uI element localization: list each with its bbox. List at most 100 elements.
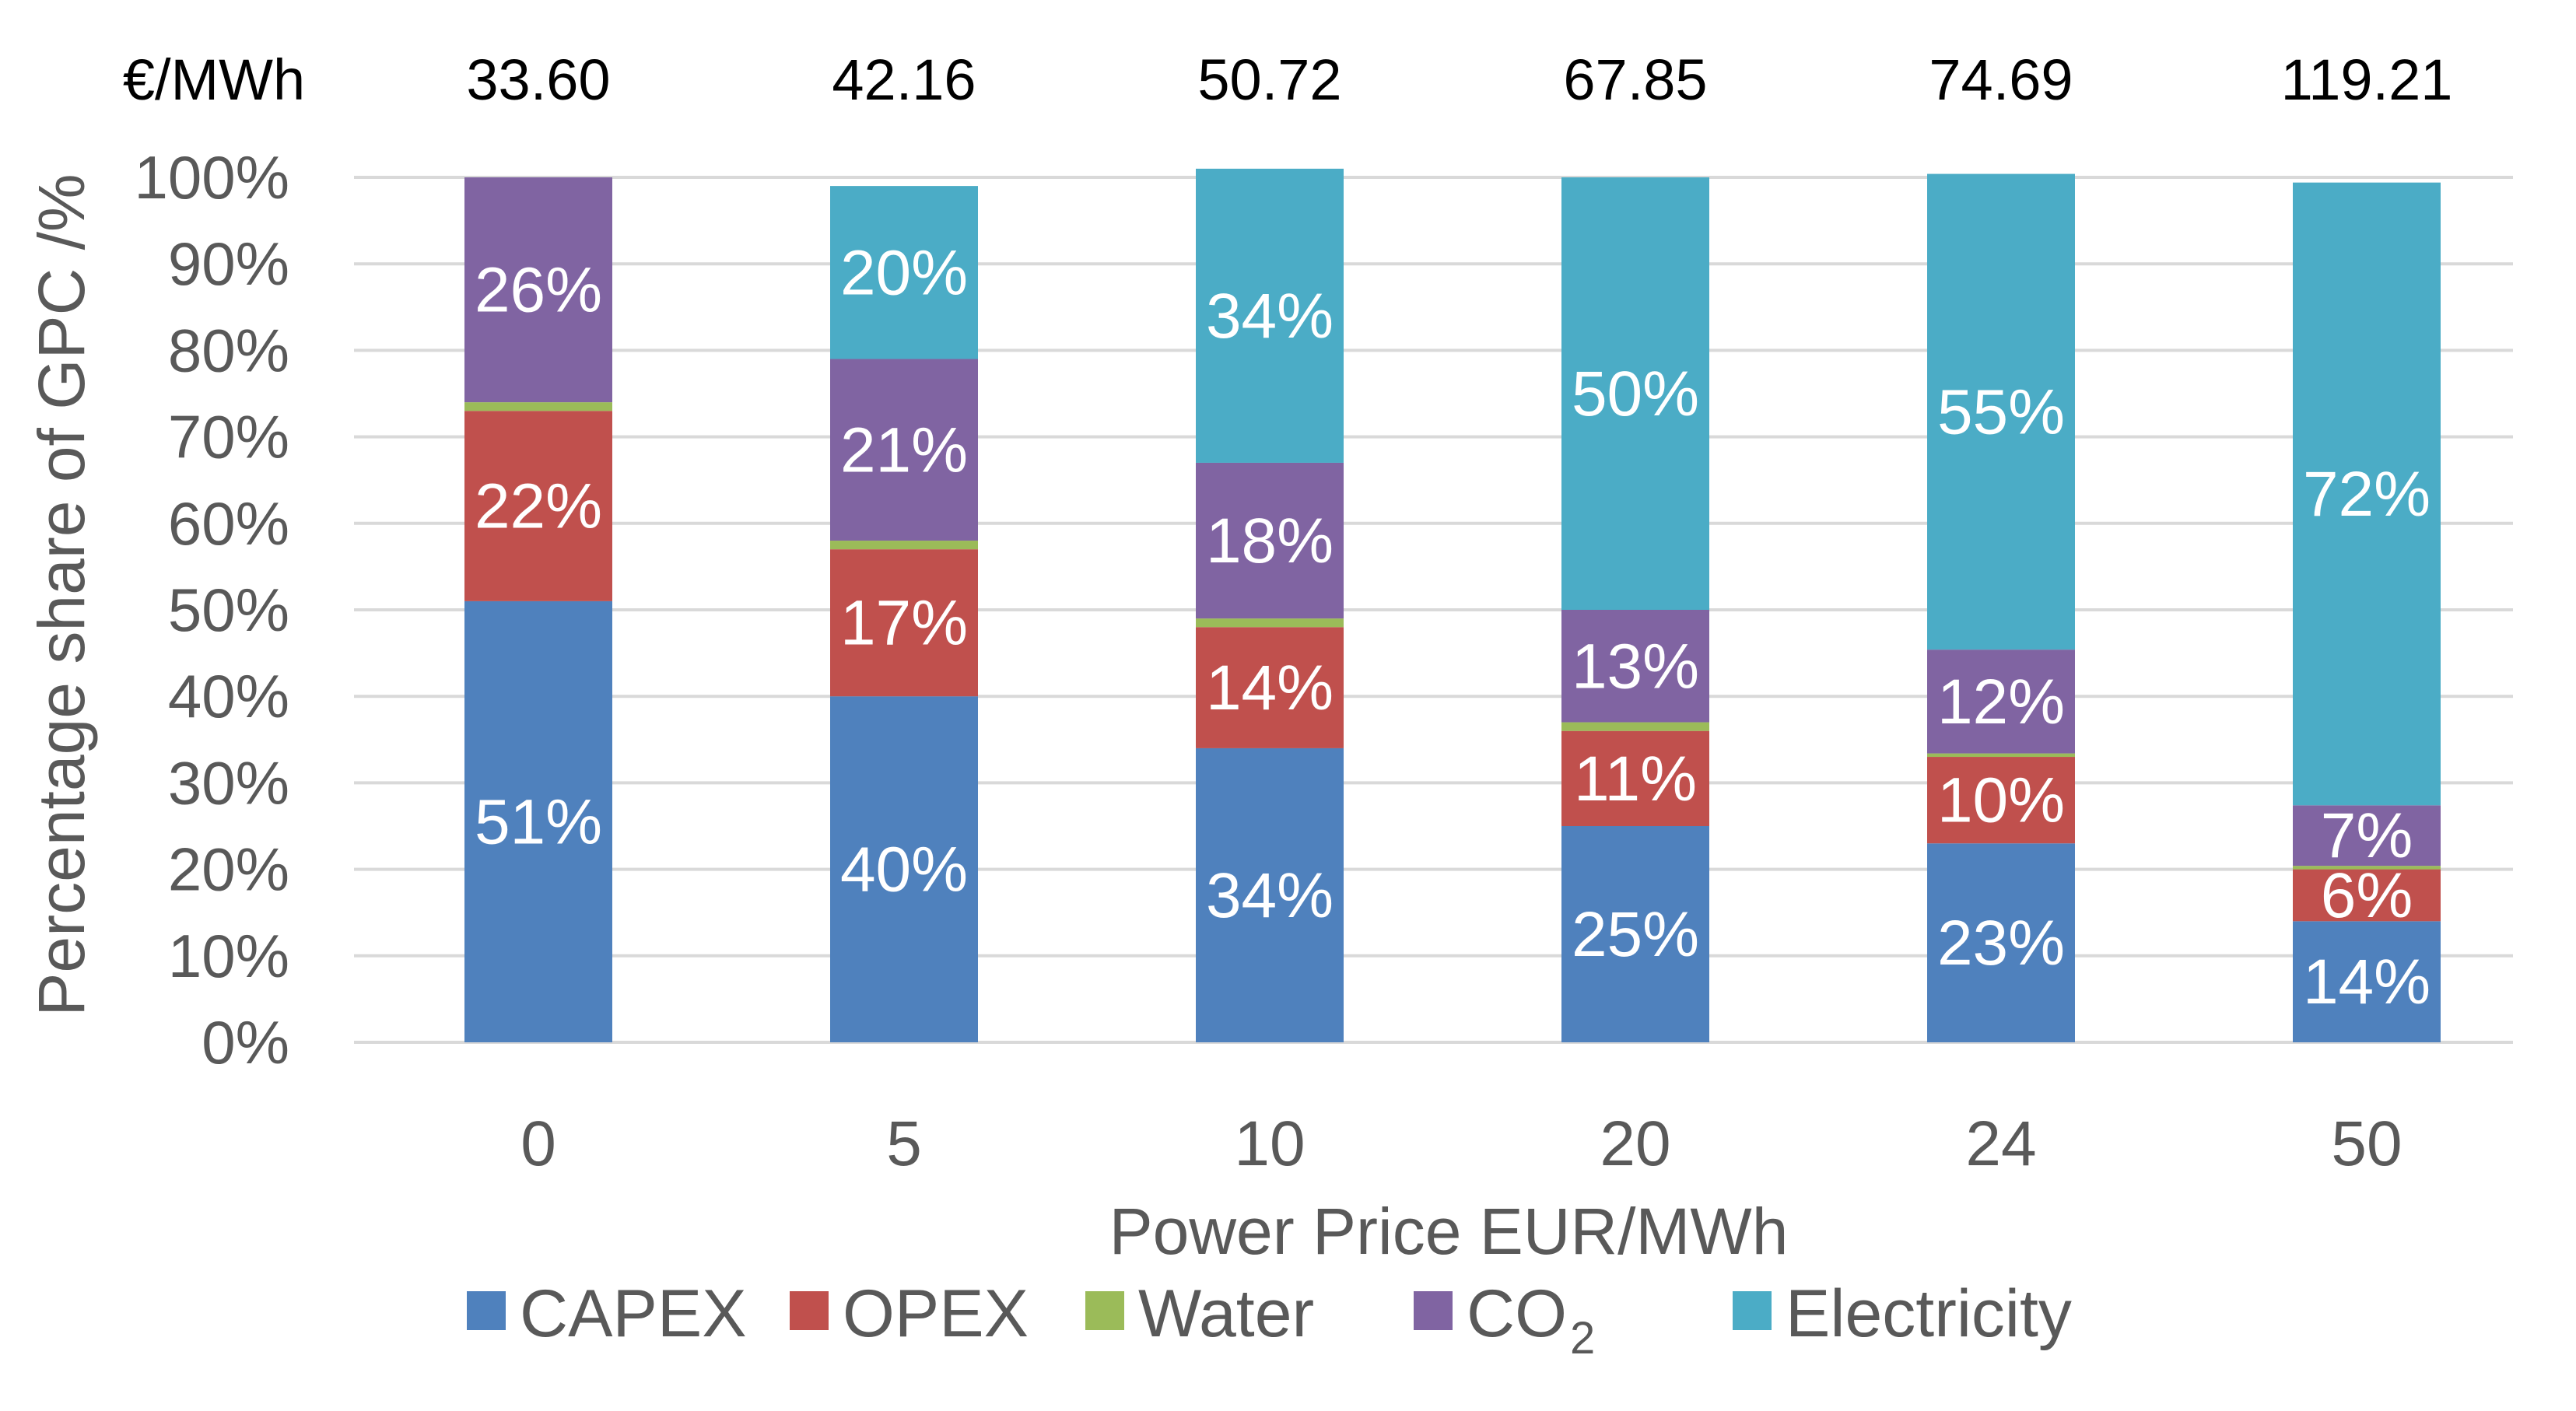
x-tick-label: 0 [520, 1108, 556, 1179]
y-tick-label: 90% [168, 229, 289, 298]
x-tick-label: 20 [1600, 1108, 1670, 1179]
bar-opex-10 [1196, 627, 1344, 748]
bars [464, 168, 2441, 1042]
gpc-value: 74.69 [1929, 47, 2073, 112]
bar-opex-20 [1561, 730, 1709, 826]
bar-capex-5 [830, 696, 978, 1042]
bar-electricity-20 [1561, 177, 1709, 610]
legend-label-text: Electricity [1786, 1276, 2072, 1351]
bar-co-24 [1927, 649, 2075, 754]
y-tick-label: 100% [135, 143, 290, 212]
data-label: 51% [475, 786, 602, 857]
bar-co-50 [2293, 805, 2441, 867]
data-label: 7% [2321, 800, 2413, 871]
gpc-row: €/MWh 33.60 42.16 50.72 67.85 74.69 119.21 [123, 47, 2453, 112]
legend-swatch-co [1414, 1291, 1453, 1330]
data-label: 26% [475, 255, 602, 326]
x-tick-label: 24 [1965, 1108, 2036, 1179]
data-label: 20% [840, 237, 968, 308]
gpc-value: 50.72 [1197, 47, 1341, 112]
data-labels: 51% 22% 26% 40% 17% 21% 20% 34% 14% 18% 34% 25% 11% 1… [475, 237, 2431, 1017]
bar-electricity-10 [1196, 168, 1344, 463]
bar-water-20 [1561, 722, 1709, 731]
data-label: 23% [1937, 908, 2065, 979]
bar-co-20 [1561, 610, 1709, 723]
legend-label: CO2 [1467, 1276, 1595, 1364]
y-tick-label: 40% [168, 662, 289, 730]
legend: CAPEX OPEX Water CO2 Electricity [467, 1276, 2072, 1364]
x-axis-title: Power Price EUR/MWh [1109, 1195, 1789, 1268]
bar-co-0 [464, 177, 612, 403]
y-tick-label: 50% [168, 576, 289, 644]
data-label: 6% [2321, 860, 2413, 931]
bar-water-50 [2293, 866, 2441, 870]
y-tick-label: 60% [168, 489, 289, 558]
bar-capex-24 [1927, 843, 2075, 1042]
bar-capex-50 [2293, 921, 2441, 1042]
gridlines [354, 176, 2513, 1044]
data-label: 34% [1206, 281, 1334, 352]
data-label: 22% [475, 471, 602, 542]
gpc-value: 42.16 [832, 47, 976, 112]
bar-opex-50 [2293, 869, 2441, 922]
y-tick-label: 10% [168, 922, 289, 990]
y-tick-label: 0% [202, 1008, 289, 1077]
data-label: 55% [1937, 376, 2065, 447]
x-tick-label: 50 [2331, 1108, 2402, 1179]
data-label: 10% [1937, 765, 2065, 836]
legend-label: OPEX [843, 1276, 1029, 1351]
legend-label: Water [1138, 1276, 1314, 1351]
legend-label-text: Water [1138, 1276, 1314, 1351]
legend-swatch-capex [467, 1291, 506, 1330]
gpc-value: 33.60 [466, 47, 610, 112]
bar-opex-24 [1927, 757, 2075, 844]
bar-co-10 [1196, 462, 1344, 619]
y-axis-title: Percentage share of GPC /% [25, 173, 98, 1016]
data-label: 50% [1572, 359, 1699, 429]
data-label: 18% [1206, 506, 1334, 576]
legend-swatch-opex [790, 1291, 829, 1330]
legend-label: CAPEX [520, 1276, 747, 1351]
bar-water-5 [830, 541, 978, 550]
legend-label-text: CAPEX [520, 1276, 747, 1351]
data-label: 12% [1937, 667, 2065, 737]
bar-capex-0 [464, 600, 612, 1042]
x-tick-label: 5 [886, 1108, 922, 1179]
data-label: 17% [840, 588, 968, 659]
gpc-header: €/MWh [123, 47, 305, 112]
data-label: 21% [840, 415, 968, 485]
bar-electricity-50 [2293, 182, 2441, 806]
x-axis-ticks: 0 5 10 20 24 50 [520, 1108, 2402, 1179]
y-tick-label: 80% [168, 316, 289, 384]
bar-opex-5 [830, 549, 978, 697]
legend-label-text: CO [1467, 1276, 1567, 1351]
data-label: 34% [1206, 860, 1334, 931]
data-label: 40% [840, 835, 968, 905]
legend-swatch-water [1085, 1291, 1124, 1330]
data-label: 14% [1206, 653, 1334, 723]
y-axis-ticks: 0% 10% 20% 30% 40% 50% 60% 70% 80% 90% 100% [135, 143, 290, 1077]
legend-label-subscript: 2 [1570, 1313, 1595, 1364]
bar-water-0 [464, 402, 612, 411]
bar-electricity-5 [830, 186, 978, 359]
data-label: 13% [1572, 631, 1699, 702]
legend-label: Electricity [1786, 1276, 2072, 1351]
bar-water-10 [1196, 618, 1344, 628]
gpc-value: 119.21 [2281, 47, 2453, 112]
y-tick-label: 20% [168, 835, 289, 904]
bar-capex-20 [1561, 826, 1709, 1042]
y-tick-label: 70% [168, 403, 289, 471]
legend-label-text: OPEX [843, 1276, 1029, 1351]
data-label: 14% [2303, 947, 2431, 1017]
bar-water-24 [1927, 753, 2075, 758]
data-label: 11% [1574, 744, 1697, 814]
legend-swatch-electricity [1733, 1291, 1772, 1330]
bar-co-5 [830, 359, 978, 541]
data-label: 72% [2303, 459, 2431, 530]
data-label: 25% [1572, 899, 1699, 970]
bar-capex-10 [1196, 748, 1344, 1042]
bar-electricity-24 [1927, 173, 2075, 650]
bar-opex-0 [464, 411, 612, 601]
